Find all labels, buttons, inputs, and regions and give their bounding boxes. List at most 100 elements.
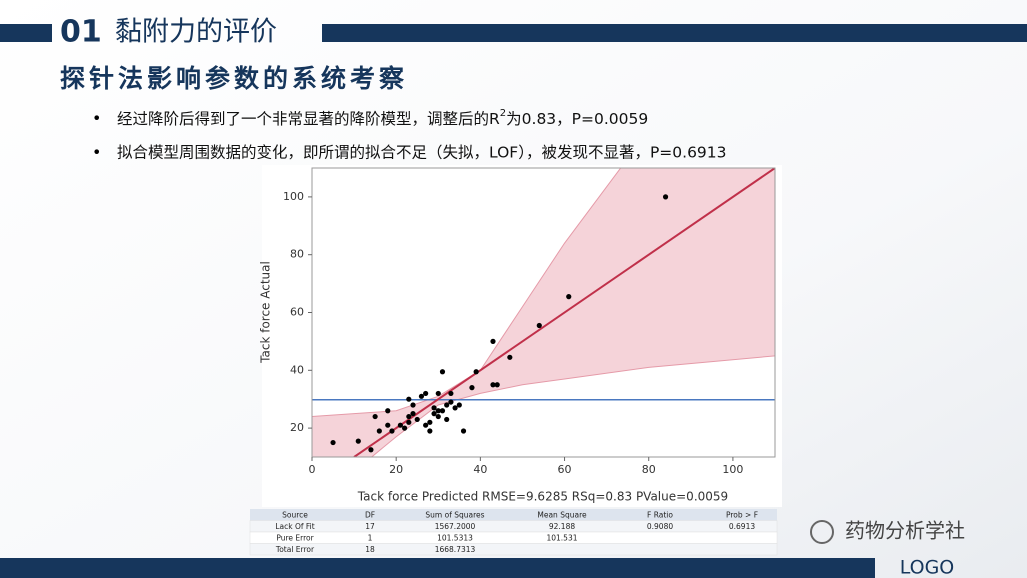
table-header-cell: Source xyxy=(282,510,308,519)
data-point xyxy=(435,390,441,397)
data-point xyxy=(423,422,429,428)
table-cell: Total Error xyxy=(275,545,315,554)
y-tick-label: 60 xyxy=(290,306,304,319)
y-tick-label: 80 xyxy=(290,248,304,261)
x-tick-label: 0 xyxy=(309,463,316,476)
superscript: 2 xyxy=(500,108,506,119)
x-axis-label: Tack force Predicted RMSE=9.6285 RSq=0.8… xyxy=(357,490,728,504)
data-point xyxy=(448,399,454,405)
data-point xyxy=(444,416,450,423)
data-point xyxy=(439,408,446,414)
data-point xyxy=(494,382,500,388)
table-cell: 92.188 xyxy=(549,522,575,531)
data-point xyxy=(385,408,391,414)
data-point xyxy=(376,428,382,434)
data-point xyxy=(507,354,513,360)
data-point xyxy=(427,428,433,434)
table-cell: 17 xyxy=(365,522,375,531)
band-edge xyxy=(370,355,775,457)
data-point xyxy=(402,425,408,431)
subtitle: 探针法影响参数的系统考察 xyxy=(60,64,408,93)
section-title: 黏附力的评价 xyxy=(115,17,277,48)
table-cell: 0.9080 xyxy=(647,522,673,531)
data-point xyxy=(406,419,412,425)
bullet-part: 为0.83，P=0.0059 xyxy=(506,110,648,128)
data-point xyxy=(456,402,462,408)
confidence-band xyxy=(312,168,775,457)
data-point xyxy=(406,413,412,420)
table-cell: Lack Of Fit xyxy=(275,522,314,531)
data-point xyxy=(469,385,475,391)
data-point xyxy=(330,439,336,446)
footer-bar xyxy=(0,558,875,578)
x-tick-label: 100 xyxy=(722,463,743,476)
data-point xyxy=(439,369,446,375)
table-header-bg xyxy=(250,509,777,521)
table-row-bg xyxy=(249,520,778,533)
data-point xyxy=(448,390,454,397)
table-cell: 18 xyxy=(365,545,375,554)
plot-area xyxy=(312,168,775,457)
table-header-cell: Prob > F xyxy=(726,510,758,519)
table-row-bg xyxy=(249,531,778,544)
data-point xyxy=(410,402,416,408)
data-point xyxy=(431,405,437,411)
data-point xyxy=(414,416,420,423)
data-point xyxy=(536,322,542,329)
table-cell: Pure Error xyxy=(276,533,314,542)
table: Source DF Sum of Squares Mean Square F Ratio… xyxy=(249,509,778,556)
header-bar xyxy=(0,24,52,42)
data-point xyxy=(662,194,669,200)
data-point xyxy=(410,411,416,417)
table-cell: 101.5313 xyxy=(437,533,473,542)
x-tick-label: 80 xyxy=(642,463,656,476)
x-tick-label: 40 xyxy=(473,463,487,476)
data-point xyxy=(566,294,572,300)
data-point xyxy=(385,422,391,428)
bullet-dot: • xyxy=(92,143,101,162)
data-point xyxy=(406,396,412,402)
data-point xyxy=(418,393,425,399)
table-header-cell: Mean Square xyxy=(537,510,587,519)
logo: LOGO xyxy=(900,557,955,578)
table-cell: 1567.2000 xyxy=(435,522,476,531)
data-point xyxy=(460,428,467,434)
y-axis-label: Tack force Actual xyxy=(259,261,273,364)
bullet-text: 经过降阶后得到了一个非常显著的降阶模型，调整后的R2为0.83，P=0.0059 xyxy=(117,108,648,128)
x-tick-label: 60 xyxy=(558,463,572,476)
data-point xyxy=(490,338,496,344)
bullet-text: 拟合模型周围数据的变化，即所谓的拟合不足（失拟，LOF），被发现不显著，P=0.… xyxy=(117,144,727,162)
table-header-cell: Sum of Squares xyxy=(425,510,484,519)
table-cell: 101.531 xyxy=(546,533,577,542)
table-header-cell: F Ratio xyxy=(647,510,673,519)
header-bar xyxy=(322,24,1027,42)
y-tick-label: 100 xyxy=(283,190,304,203)
data-point xyxy=(372,413,378,420)
data-point xyxy=(355,438,361,444)
data-point xyxy=(431,411,437,417)
section-number: 01 xyxy=(60,15,102,50)
data-point xyxy=(444,402,450,408)
data-point xyxy=(389,428,395,434)
y-tick-label: 20 xyxy=(290,421,304,434)
data-point xyxy=(397,422,403,428)
table-row-bg xyxy=(249,543,778,556)
data-point xyxy=(427,419,433,425)
table-cell: 1 xyxy=(368,533,373,542)
bullet-part: 经过降阶后得到了一个非常显著的降阶模型，调整后的R xyxy=(117,110,500,128)
watermark-icon xyxy=(810,520,834,544)
table-cell: 0.6913 xyxy=(729,522,755,531)
data-point xyxy=(368,447,374,453)
data-point xyxy=(452,405,458,411)
y-tick-label: 40 xyxy=(290,363,304,376)
data-point xyxy=(423,390,429,397)
data-point xyxy=(490,382,496,388)
table-header-cell: DF xyxy=(365,510,375,519)
data-point xyxy=(473,369,479,375)
watermark: 药物分析学社 xyxy=(845,519,965,543)
bullet-dot: • xyxy=(92,109,101,128)
fit-line xyxy=(353,168,775,457)
data-point xyxy=(435,413,441,420)
table-cell: 1668.7313 xyxy=(435,545,476,554)
